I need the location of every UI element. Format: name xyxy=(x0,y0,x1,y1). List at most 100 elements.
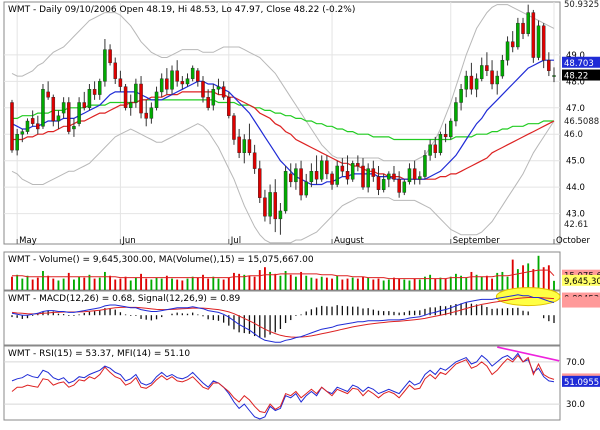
candle-body xyxy=(454,102,458,122)
volume-ma-line xyxy=(12,269,555,280)
macd-signal-line xyxy=(11,297,555,338)
price-tag: 48.703 xyxy=(562,56,600,69)
candle xyxy=(30,110,35,127)
candle xyxy=(516,17,520,50)
candle xyxy=(103,39,107,87)
candle xyxy=(196,68,200,87)
candle xyxy=(108,44,112,66)
candle xyxy=(449,118,453,140)
candle-body xyxy=(232,115,236,140)
candle-body xyxy=(123,86,128,108)
candle-body xyxy=(474,78,479,90)
macd-highlight xyxy=(495,287,561,307)
candle xyxy=(335,160,339,188)
macd-line xyxy=(11,294,555,343)
candle-body xyxy=(485,65,489,71)
mfi-line xyxy=(11,352,555,420)
candle xyxy=(412,160,417,185)
candle xyxy=(381,173,386,193)
price-tag-box xyxy=(562,114,600,126)
candle xyxy=(397,171,401,198)
price-tag-label: 46.5088 xyxy=(564,117,599,127)
candle xyxy=(325,155,329,180)
candle xyxy=(170,65,174,95)
candle-body xyxy=(51,97,56,122)
candle xyxy=(263,189,267,222)
candle-body xyxy=(325,160,329,175)
volume-tag-box xyxy=(562,274,600,286)
candle xyxy=(118,70,123,92)
candle xyxy=(474,73,479,98)
candle xyxy=(154,86,159,111)
candle xyxy=(469,62,474,95)
candle xyxy=(139,76,143,119)
candle xyxy=(206,89,210,111)
rsi-tag-label: 51.0955 xyxy=(564,378,599,388)
candle xyxy=(283,165,288,214)
candle xyxy=(87,83,92,111)
candle-body xyxy=(10,102,14,151)
candle-body xyxy=(36,123,40,130)
candle xyxy=(211,83,216,111)
candle xyxy=(15,128,19,156)
candle xyxy=(56,110,61,129)
candle xyxy=(526,4,530,37)
candle-body xyxy=(247,139,252,153)
candle-body xyxy=(479,65,484,79)
candle xyxy=(376,165,381,196)
volume-tag: 9,645,300 xyxy=(562,274,600,287)
candle-body xyxy=(87,89,92,108)
candle-body xyxy=(258,168,262,198)
candle-body xyxy=(309,171,314,183)
candle-body xyxy=(350,163,355,180)
candle-body xyxy=(227,97,231,116)
candle-body xyxy=(15,134,19,151)
macd-panel-title: WMT - MACD(12,26) = 0.68, Signal(12,26,9… xyxy=(8,294,241,304)
candle xyxy=(309,163,314,188)
candle-body xyxy=(490,70,494,85)
candle xyxy=(46,81,50,100)
candle-body xyxy=(278,210,283,220)
month-label-october: October xyxy=(556,236,591,246)
candle-body xyxy=(371,168,376,177)
candle-body xyxy=(536,25,541,58)
candle xyxy=(278,203,283,235)
candle xyxy=(288,163,293,188)
candle xyxy=(216,78,221,95)
candle xyxy=(180,76,185,90)
candle xyxy=(402,179,407,196)
rsi-axis-label: 30.0 xyxy=(566,400,585,410)
rsi-line xyxy=(11,354,555,414)
ma-red-line xyxy=(12,91,555,180)
candle xyxy=(232,113,236,145)
candle xyxy=(350,160,355,182)
candle-body xyxy=(30,118,35,124)
candle xyxy=(51,94,56,127)
candle-body xyxy=(356,163,360,167)
candle-body xyxy=(330,173,334,185)
candle xyxy=(319,155,324,182)
candle-body xyxy=(41,89,45,127)
candle xyxy=(201,76,205,103)
candle xyxy=(36,115,40,135)
candle-body xyxy=(273,192,278,220)
price-tag: 42.61 xyxy=(562,217,600,230)
candle-body xyxy=(180,81,185,85)
month-label-jul: Jul xyxy=(230,236,241,246)
rsi-trendline xyxy=(497,346,560,362)
candle-body xyxy=(67,102,71,132)
rsi-axis-label: 70.0 xyxy=(566,358,585,368)
candle xyxy=(366,163,370,193)
candle-body xyxy=(345,171,350,180)
price-panel-title: WMT - Daily 09/10/2006 Open 48.19, Hi 48… xyxy=(8,5,355,15)
volume-panel-title: WMT - Volume() = 9,645,300.00, MA(Volume… xyxy=(8,255,314,265)
candle-body xyxy=(77,102,81,124)
candle xyxy=(10,99,14,153)
candle-body xyxy=(443,134,448,138)
candle xyxy=(149,102,154,124)
candle xyxy=(345,155,350,185)
candle-body xyxy=(314,171,319,180)
candle xyxy=(25,118,30,135)
candle-body xyxy=(516,22,520,48)
